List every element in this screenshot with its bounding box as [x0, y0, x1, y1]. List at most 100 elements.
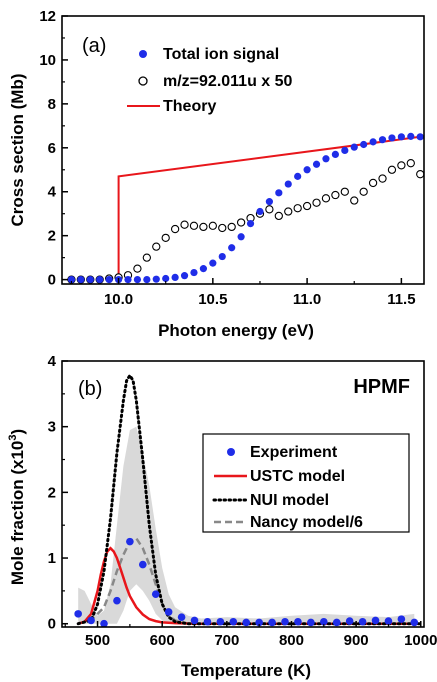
panel-a-y-axis-label: Cross section (Mb): [8, 73, 27, 226]
panel-b-plot-frame: [61, 360, 425, 628]
total-ion-data-point: [407, 132, 415, 140]
total-ion-data-point: [303, 166, 311, 174]
panel-b-y-tick-label: 3: [48, 419, 56, 436]
legend-label-nui: NUI model: [250, 492, 329, 509]
total-ion-data-point: [388, 134, 396, 142]
panel-a-legend: Total ion signal m/z=92.011u x 50 Theory: [127, 46, 293, 115]
experiment-data-point: [203, 617, 212, 626]
legend-label-total-ion: Total ion signal: [163, 46, 279, 63]
ylabel-superscript: 3: [7, 435, 19, 441]
mz-data-point: [142, 253, 151, 262]
total-ion-data-point: [105, 276, 113, 284]
total-ion-data-point: [199, 265, 208, 273]
panel-b-x-tick-label: 900: [344, 632, 369, 649]
panel-a-y-tick-label: 8: [48, 96, 56, 113]
panel-a: 10.0 10.5 11.0 11.5 0 2 4 6 8 10 12 (a) Photon ene…: [8, 8, 425, 340]
experiment-data-point: [87, 616, 95, 625]
legend-label-ustc: USTC model: [250, 468, 345, 485]
mz-data-point: [302, 201, 312, 211]
experiment-data-point: [294, 617, 302, 626]
total-ion-data-point: [133, 276, 142, 284]
mz-data-point: [265, 205, 274, 214]
experiment-data-point: [281, 617, 289, 626]
ylabel-part-3: ): [8, 429, 27, 435]
experiment-data-point: [397, 615, 406, 623]
panel-a-y-tick-label: 2: [48, 228, 56, 245]
panel-a-plot-frame: [61, 15, 425, 285]
experiment-data-point: [177, 613, 186, 621]
panel-b: 500 600 700 800 900 1000 0 1 2 3 4 (b) HPMF Temper…: [7, 353, 437, 680]
experiment-data-point: [384, 617, 393, 625]
total-ion-data-point: [360, 140, 368, 149]
total-ion-data-point: [350, 143, 358, 151]
mz-data-point: [350, 196, 359, 205]
mz-data-point: [312, 198, 321, 207]
total-ion-data-point: [341, 146, 349, 155]
panel-b-y-tick-label: 2: [48, 484, 56, 501]
experiment-data-point: [255, 618, 263, 627]
panel-b-y-axis-label: Mole fraction (x103): [7, 429, 27, 585]
total-ion-data-point: [331, 150, 339, 158]
panel-a-y-tick-label: 12: [39, 8, 56, 25]
panel-b-x-tick-label: 800: [279, 632, 304, 649]
mz-data-point: [359, 187, 368, 196]
total-ion-data-point: [209, 259, 217, 267]
panel-a-y-tick-label: 4: [48, 184, 57, 201]
total-ion-data-point: [416, 133, 424, 141]
panel-a-y-tick-label: 6: [48, 140, 56, 157]
mz-data-point: [218, 223, 227, 233]
panel-a-y-tick-label: 0: [48, 272, 56, 289]
mz-data-point: [152, 242, 161, 251]
legend-label-nancy: Nancy model/6: [250, 514, 363, 531]
experiment-data-point: [151, 590, 160, 598]
series-theory-line: [117, 135, 421, 280]
panel-b-x-tick-label: 600: [150, 632, 175, 649]
panel-b-title: HPMF: [353, 376, 410, 398]
legend-box: [202, 433, 410, 533]
experiment-data-point: [229, 617, 238, 626]
mz-data-point: [236, 218, 246, 227]
panel-b-legend: Experiment USTC model NUI model Nancy mo…: [202, 433, 410, 533]
mz-data-point: [208, 221, 217, 230]
experiment-data-point: [190, 616, 199, 625]
legend-marker-total-ion: [139, 50, 147, 58]
total-ion-data-point: [369, 138, 377, 146]
mz-data-point: [180, 220, 189, 229]
experiment-data-point: [332, 618, 341, 627]
legend-label-experiment: Experiment: [250, 444, 338, 461]
panel-a-label: (a): [82, 35, 106, 57]
total-ion-data-point: [77, 276, 85, 284]
experiment-data-point: [100, 619, 108, 628]
total-ion-data-point: [162, 274, 170, 283]
mz-data-point: [161, 233, 170, 243]
legend-label-theory: Theory: [163, 98, 216, 115]
experiment-data-point: [307, 618, 315, 627]
panel-b-label: (b): [78, 378, 102, 400]
total-ion-data-point: [294, 172, 302, 180]
total-ion-data-point: [322, 155, 330, 163]
mz-data-point: [368, 178, 378, 188]
mz-data-point: [378, 174, 387, 183]
experiment-data-point: [358, 617, 367, 626]
mz-data-point: [406, 159, 415, 168]
legend-marker-mz: [138, 76, 148, 86]
ylabel-part-1: Mole fraction (x10: [8, 441, 27, 586]
uncertainty-band: [78, 426, 415, 624]
total-ion-data-point: [284, 180, 292, 188]
panel-a-x-tick-label: 10.0: [104, 291, 133, 308]
panel-b-x-tick-label: 500: [85, 632, 110, 649]
total-ion-data-point: [171, 273, 179, 282]
panel-b-x-tick-label: 1000: [404, 632, 437, 649]
experiment-data-point: [320, 617, 328, 626]
experiment-data-point: [371, 616, 380, 625]
total-ion-data-point: [218, 252, 226, 261]
panel-a-y-tick-label: 10: [39, 52, 56, 69]
panel-b-x-tick-label: 700: [214, 632, 239, 649]
mz-data-point: [284, 207, 293, 216]
mz-data-point: [199, 222, 208, 232]
experiment-data-point: [74, 610, 82, 618]
mz-data-point: [387, 165, 397, 174]
total-ion-data-point: [312, 160, 321, 168]
total-ion-data-point: [228, 244, 236, 252]
